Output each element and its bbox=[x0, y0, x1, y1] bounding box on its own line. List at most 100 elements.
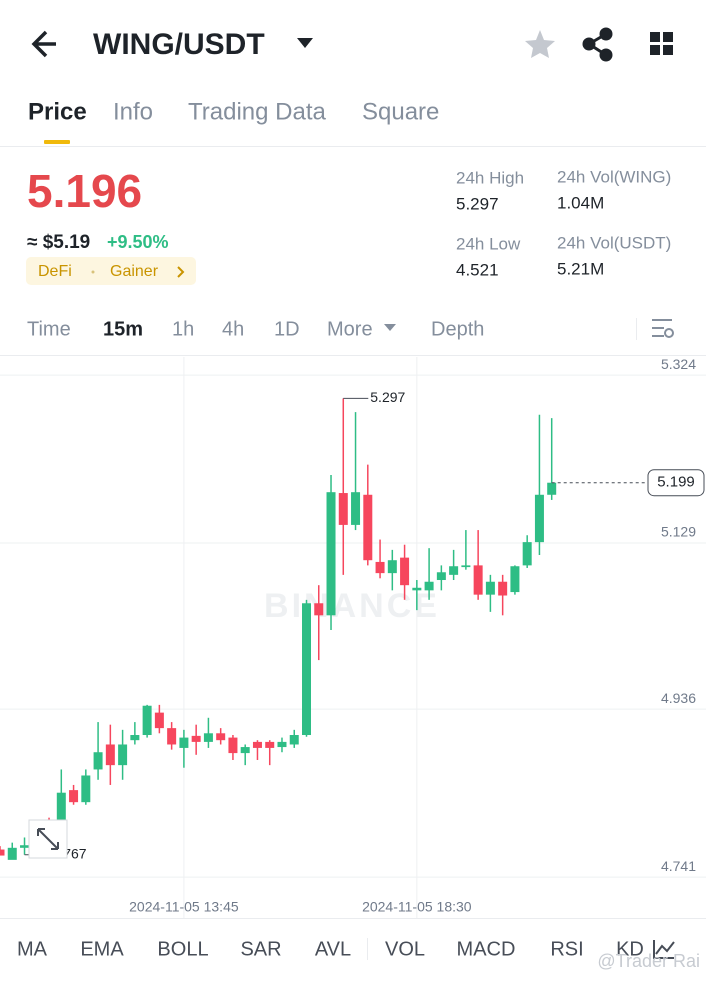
candle-body bbox=[436, 572, 446, 581]
candle-body bbox=[118, 744, 128, 766]
stat-value: 5.21M bbox=[557, 259, 604, 278]
indicator[interactable]: MA bbox=[17, 938, 48, 960]
indicator[interactable]: EMA bbox=[80, 938, 124, 960]
tab[interactable]: Price bbox=[28, 98, 87, 125]
tag[interactable]: Gainer bbox=[110, 263, 159, 280]
stat-label: 24h Vol(USDT) bbox=[557, 233, 671, 252]
candle-body bbox=[142, 705, 152, 736]
candle-body bbox=[461, 565, 471, 568]
indicator-settings-icon[interactable] bbox=[653, 940, 675, 959]
candle-body bbox=[130, 735, 140, 741]
divider bbox=[0, 355, 706, 356]
candle-body bbox=[375, 561, 385, 574]
tag-pill[interactable] bbox=[26, 257, 196, 285]
last-price-label: 5.199 bbox=[657, 474, 695, 491]
divider bbox=[367, 938, 368, 960]
candle-body bbox=[20, 845, 30, 848]
candle-body bbox=[56, 792, 66, 821]
price-change: +9.50% bbox=[107, 232, 169, 252]
candle-body bbox=[7, 847, 17, 860]
x-tick-label: 2024-11-05 13:45 bbox=[129, 899, 239, 915]
candle-body bbox=[485, 581, 495, 595]
candle-body bbox=[81, 775, 91, 803]
candle-body bbox=[326, 492, 336, 616]
candle-body bbox=[69, 790, 79, 803]
favorite-star[interactable] bbox=[525, 30, 555, 58]
candle-body bbox=[0, 849, 5, 856]
candle-body bbox=[216, 733, 226, 741]
candle-body bbox=[252, 741, 262, 748]
interval[interactable]: Time bbox=[27, 318, 71, 340]
indicator[interactable]: AVL bbox=[315, 938, 351, 960]
candle-body bbox=[424, 581, 434, 591]
candle-body bbox=[522, 542, 532, 566]
stat-label: 24h High bbox=[456, 168, 524, 187]
tag-chevron bbox=[177, 266, 185, 278]
stat-value: 4.521 bbox=[456, 260, 499, 279]
interval[interactable]: 15m bbox=[103, 318, 143, 340]
y-tick-label: 4.741 bbox=[661, 858, 696, 874]
last-price: 5.196 bbox=[27, 165, 142, 217]
interval[interactable]: More bbox=[327, 318, 373, 340]
x-tick-label: 2024-11-05 18:30 bbox=[362, 899, 472, 915]
tab-indicator bbox=[44, 140, 70, 144]
indicator[interactable]: RSI bbox=[550, 938, 583, 960]
candle-body bbox=[167, 728, 177, 745]
pair-title[interactable]: WING/USDT bbox=[93, 28, 265, 61]
last-price-box[interactable] bbox=[647, 469, 705, 497]
candle-body bbox=[473, 565, 483, 595]
tag[interactable]: DeFi bbox=[38, 263, 72, 280]
candle-body bbox=[154, 712, 164, 729]
stat-value: 1.04M bbox=[557, 193, 604, 212]
more-caret[interactable] bbox=[384, 324, 396, 331]
candle-body bbox=[412, 587, 422, 591]
indicator[interactable]: VOL bbox=[385, 938, 425, 960]
candle-body bbox=[265, 741, 275, 748]
indicator[interactable]: MACD bbox=[457, 938, 516, 960]
y-tick-label: 4.936 bbox=[661, 690, 696, 706]
chart-settings-icon[interactable] bbox=[652, 319, 674, 338]
candle-body bbox=[191, 735, 201, 742]
stat-label: 24h Low bbox=[456, 234, 521, 253]
interval[interactable]: Depth bbox=[431, 318, 484, 340]
candle-body bbox=[534, 494, 544, 543]
y-tick-label: 5.324 bbox=[661, 356, 696, 372]
candle-body bbox=[203, 733, 213, 742]
divider bbox=[0, 146, 706, 147]
interval[interactable]: 4h bbox=[222, 318, 244, 340]
candle-body bbox=[289, 735, 299, 745]
candle-body bbox=[93, 752, 103, 770]
candle-body bbox=[277, 741, 287, 748]
back-arrow[interactable] bbox=[31, 30, 56, 58]
y-tick-label: 5.129 bbox=[661, 524, 696, 540]
tab[interactable]: Square bbox=[362, 98, 439, 125]
usd-price: ≈ $5.19 bbox=[27, 232, 90, 253]
tab[interactable]: Info bbox=[113, 98, 153, 125]
stat-value: 5.297 bbox=[456, 194, 499, 213]
expand-icon[interactable] bbox=[28, 819, 68, 859]
candle-body bbox=[449, 566, 459, 575]
candle-body bbox=[351, 492, 361, 525]
candle-body bbox=[302, 603, 311, 736]
indicator[interactable]: BOLL bbox=[157, 938, 208, 960]
chart-watermark: BINANCE bbox=[264, 587, 440, 625]
candle-body bbox=[338, 493, 348, 525]
interval[interactable]: 1D bbox=[274, 318, 300, 340]
pair-caret[interactable] bbox=[297, 38, 313, 48]
share-icon[interactable] bbox=[582, 27, 613, 62]
tab[interactable]: Trading Data bbox=[188, 98, 327, 125]
candle-body bbox=[240, 747, 250, 754]
tag-separator bbox=[91, 270, 95, 274]
candle-body bbox=[179, 737, 189, 748]
interval[interactable]: 1h bbox=[172, 318, 194, 340]
candle-body bbox=[387, 560, 397, 574]
indicator[interactable]: SAR bbox=[240, 938, 281, 960]
grid-menu-icon[interactable] bbox=[650, 32, 673, 55]
candle-body bbox=[510, 566, 520, 593]
stat-label: 24h Vol(WING) bbox=[557, 167, 671, 186]
indicator[interactable]: KD bbox=[616, 938, 644, 960]
candlestick-chart: BINANCE 4.741 4.936 5.129 5.324 2024-11-05 13… bbox=[0, 356, 706, 918]
candle-body bbox=[314, 603, 324, 616]
candle-body bbox=[498, 581, 508, 596]
